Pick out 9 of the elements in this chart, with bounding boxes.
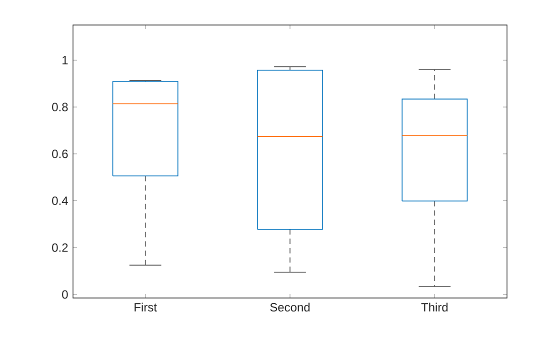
y-tick-label: 0.4 bbox=[52, 196, 68, 206]
x-tick-label: First bbox=[134, 302, 157, 312]
y-tick-label: 0 bbox=[62, 290, 68, 299]
y-tick-label: 0.8 bbox=[52, 102, 68, 112]
y-tick-label: 0.6 bbox=[52, 150, 68, 158]
y-tick-label: 0.2 bbox=[52, 243, 68, 252]
y-tick-label: 1 bbox=[62, 56, 68, 64]
x-tick-label: Second bbox=[270, 302, 310, 312]
x-tick-label: Third bbox=[421, 302, 448, 312]
